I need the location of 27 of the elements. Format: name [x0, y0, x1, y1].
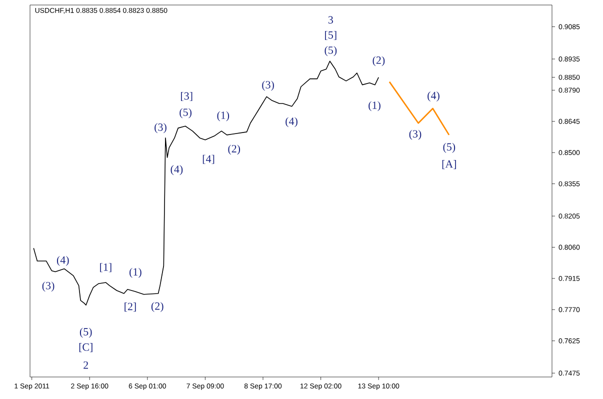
annotation: [5] [325, 30, 336, 40]
annotation: (2) [151, 302, 164, 312]
annotation: (4) [170, 165, 183, 176]
annotation: (3) [154, 123, 166, 134]
annotation: [4] [202, 154, 214, 164]
annotation: (5) [180, 108, 192, 118]
annotation: (2) [228, 144, 240, 155]
annotation: [1] [100, 263, 112, 272]
annotation: (4) [428, 92, 440, 102]
annotation: (1) [130, 268, 142, 278]
annotation: (1) [368, 101, 380, 112]
annotation: (3) [262, 80, 274, 91]
annotation: (3) [42, 282, 54, 292]
annotation: (4) [286, 117, 298, 128]
annotation: 3 [328, 16, 333, 24]
annotation: (3) [409, 130, 422, 140]
annotation: [A] [442, 160, 456, 170]
annotation: (5) [324, 46, 337, 56]
annotation: [C] [79, 343, 92, 352]
annotation: [3] [181, 92, 192, 102]
annotation: 2 [84, 361, 88, 369]
annotation: (2) [372, 56, 385, 66]
annotation: (1) [217, 111, 230, 122]
annotation: (5) [80, 328, 92, 338]
annotation: [2] [124, 302, 136, 312]
annotation: (5) [443, 142, 456, 153]
annotation: (4) [56, 256, 69, 266]
